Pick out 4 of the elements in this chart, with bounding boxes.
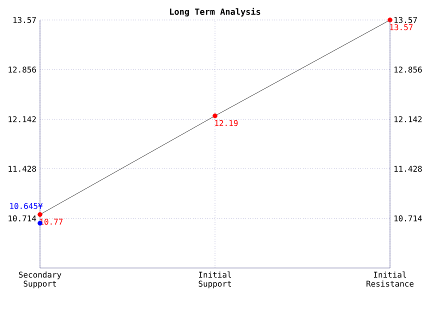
point [388, 18, 392, 22]
point [38, 212, 42, 217]
point [212, 113, 218, 118]
chart-title: Long Term Analysis [170, 8, 260, 16]
